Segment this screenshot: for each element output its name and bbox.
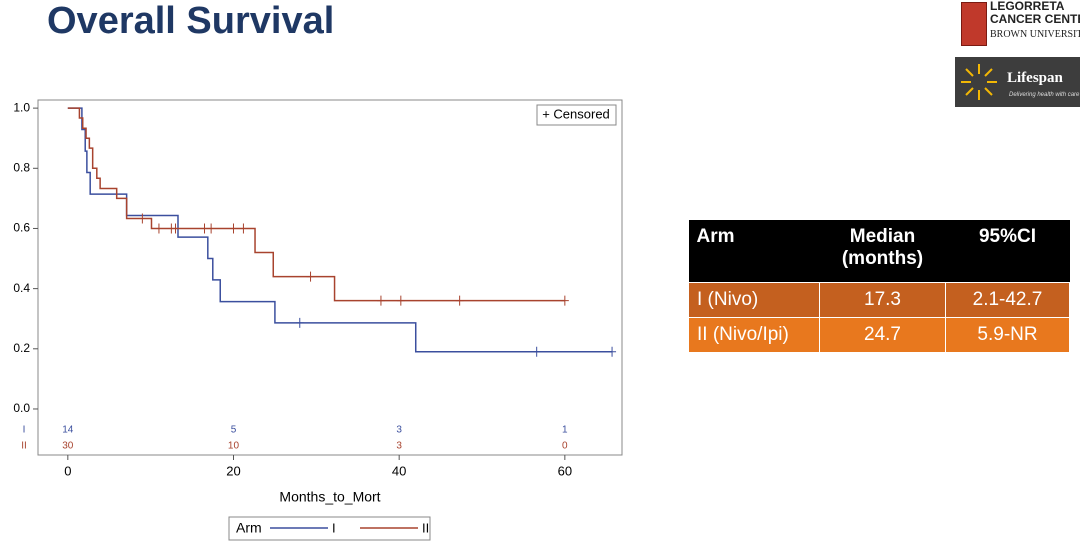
- censor-mark: [138, 213, 147, 224]
- legend-box: [228, 516, 431, 541]
- at-risk-count: 3: [396, 441, 402, 452]
- censor-mark: [608, 346, 617, 357]
- sun-icon: [961, 64, 997, 100]
- at-risk-count: 3: [396, 425, 402, 436]
- at-risk-count: 5: [231, 425, 237, 436]
- header-cell: Arm: [688, 220, 820, 283]
- table-header: Arm Median (months) 95%CI: [688, 220, 1070, 283]
- x-tick-label: 60: [558, 463, 572, 478]
- at-risk-count: 10: [228, 441, 240, 452]
- censor-mark: [154, 223, 163, 234]
- legend-label: I: [332, 520, 336, 535]
- censor-mark: [396, 295, 405, 306]
- logo-text: LEGORRETA: [990, 0, 1065, 13]
- at-risk-row-label: II: [21, 441, 27, 452]
- plot-frame: [37, 99, 623, 456]
- shield: [961, 2, 987, 46]
- cell: I (Nivo): [688, 282, 820, 318]
- y-tick-label: 0.6: [13, 221, 30, 235]
- y-tick-label: 0.8: [13, 160, 30, 174]
- censor-mark: [239, 223, 248, 234]
- censor-legend: + Censored: [542, 106, 610, 121]
- logo-text: CANCER CENTE: [990, 12, 1080, 26]
- cell: 2.1-42.7: [945, 282, 1070, 318]
- table-row: II (Nivo/Ipi) 24.7 5.9-NR: [688, 317, 1070, 353]
- censor-mark: [376, 295, 385, 306]
- logo-text: Lifespan: [1007, 70, 1063, 86]
- logo-text: BROWN UNIVERSIT: [990, 29, 1080, 40]
- y-tick-label: 0.4: [13, 281, 30, 295]
- chart: Months_to_Mort + Censored Arm 0.0 0.2 0.4 0…: [13, 99, 623, 541]
- header-cell: 95%CI: [945, 220, 1070, 283]
- cell: 24.7: [819, 317, 946, 353]
- at-risk-count: 14: [62, 425, 74, 436]
- censor-mark: [171, 223, 180, 234]
- x-tick-label: 0: [64, 463, 71, 478]
- censor-mark: [295, 317, 304, 328]
- at-risk-count: 0: [562, 441, 568, 452]
- x-tick-label: 40: [392, 463, 406, 478]
- header-cell: Median (months): [819, 220, 946, 283]
- x-tick-label: 20: [226, 463, 240, 478]
- at-risk-count: 1: [562, 425, 568, 436]
- censor-mark: [532, 346, 541, 357]
- cell: 17.3: [819, 282, 946, 318]
- at-risk-count: 30: [62, 441, 74, 452]
- legend-title: Arm: [236, 520, 262, 536]
- cell: 5.9-NR: [945, 317, 1070, 353]
- logo-tagline: Delivering health with care: [1009, 92, 1080, 98]
- lifespan-logo: Lifespan Delivering health with care: [955, 57, 1080, 107]
- y-tick-label: 1.0: [13, 100, 30, 114]
- censor-mark: [306, 271, 315, 282]
- at-risk-row-label: I: [23, 425, 26, 436]
- table-row: I (Nivo) 17.3 2.1-42.7: [688, 282, 1070, 318]
- censor-mark: [229, 223, 238, 234]
- median-table: Arm Median (months) 95%CI I (Nivo) 17.3 …: [688, 220, 1070, 353]
- censor-mark: [207, 223, 216, 234]
- censor-mark: [560, 295, 569, 306]
- legorreta-logo: LEGORRETA CANCER CENTE BROWN UNIVERSIT: [958, 0, 1080, 48]
- censor-mark: [455, 295, 464, 306]
- censor-legend-box: [536, 104, 617, 126]
- survival-curve: [67, 107, 613, 353]
- x-axis-label: Months_to_Mort: [279, 489, 380, 505]
- slide-title: Overall Survival: [47, 0, 335, 42]
- y-tick-label: 0.2: [13, 341, 30, 355]
- cell: II (Nivo/Ipi): [688, 317, 820, 353]
- survival-curve: [67, 107, 565, 302]
- legend-label: II: [422, 520, 429, 535]
- y-tick-label: 0.0: [13, 401, 30, 415]
